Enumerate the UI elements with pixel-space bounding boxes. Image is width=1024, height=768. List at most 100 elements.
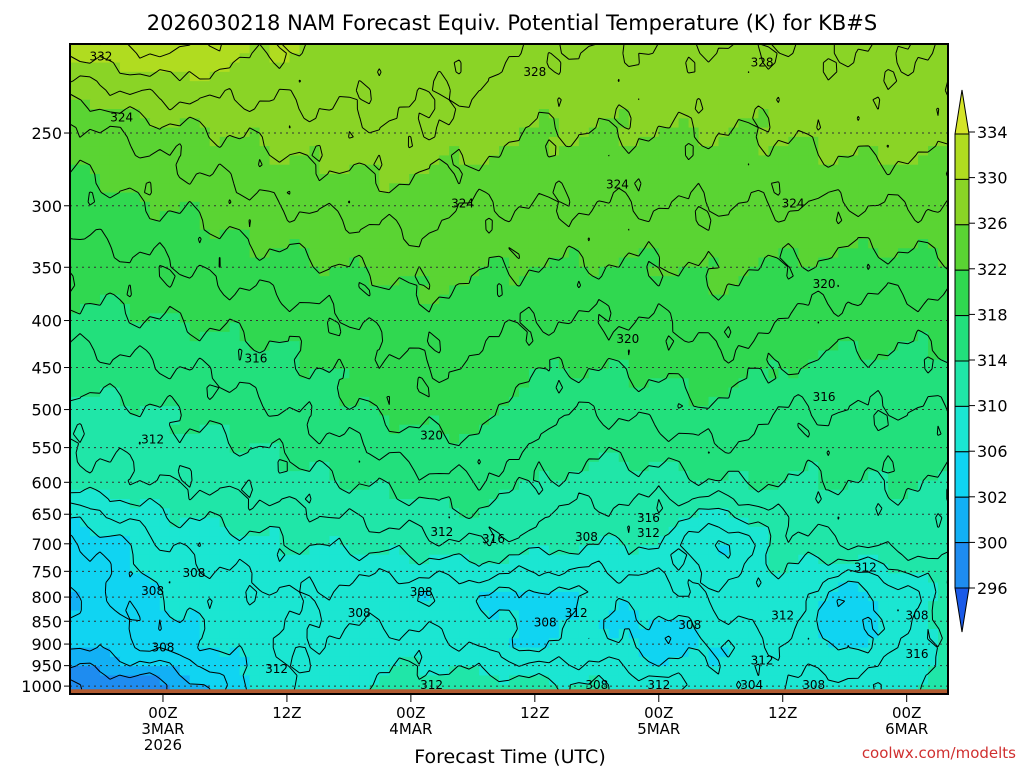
contour-fill-cell (908, 378, 919, 389)
contour-fill-cell (299, 406, 311, 417)
contour-fill-cell (658, 294, 670, 305)
contour-fill-cell (558, 211, 570, 222)
contour-fill-cell (399, 201, 410, 212)
contour-fill-cell (848, 294, 859, 305)
contour-fill-cell (339, 229, 350, 240)
contour-fill-cell (119, 44, 131, 54)
contour-fill-cell (918, 266, 929, 277)
contour-fill-cell (578, 99, 590, 110)
contour-fill-cell (538, 294, 550, 305)
contour-fill-cell (798, 322, 809, 333)
contour-fill-cell (518, 276, 530, 287)
contour-fill-cell (139, 434, 151, 444)
contour-fill-cell (778, 90, 789, 101)
contour-fill-cell (389, 369, 400, 379)
contour-fill-cell (588, 508, 600, 519)
contour-fill-cell (379, 118, 390, 129)
contour-fill-cell (778, 201, 789, 212)
contour-fill-cell (938, 359, 948, 370)
contour-fill-cell (718, 461, 730, 472)
contour-fill-cell (938, 331, 948, 342)
contour-fill-cell (209, 109, 221, 119)
contour-fill-cell (129, 554, 141, 565)
contour-fill-cell (878, 499, 889, 509)
contour-fill-cell (548, 359, 560, 370)
contour-fill-cell (928, 387, 939, 398)
contour-fill-cell (908, 136, 919, 147)
contour-fill-cell (339, 434, 350, 444)
contour-fill-cell (109, 415, 121, 426)
contour-fill-cell (229, 155, 241, 166)
contour-fill-cell (868, 406, 879, 417)
contour-fill-cell (908, 229, 919, 240)
contour-fill-cell (489, 499, 500, 509)
contour-fill-cell (249, 517, 261, 528)
contour-fill-cell (658, 229, 670, 240)
contour-fill-cell (698, 545, 710, 556)
contour-fill-cell (858, 350, 869, 361)
contour-fill-cell (748, 257, 760, 268)
contour-fill-cell (618, 90, 630, 101)
contour-fill-cell (928, 415, 939, 426)
contour-fill-cell (668, 136, 680, 147)
contour-fill-cell (179, 44, 191, 54)
contour-fill-cell (898, 239, 909, 249)
contour-fill-cell (628, 350, 640, 361)
contour-fill-cell (389, 545, 400, 556)
contour-fill-cell (159, 81, 171, 92)
contour-fill-cell (399, 322, 410, 333)
contour-fill-cell (518, 304, 530, 314)
contour-fill-cell (738, 294, 750, 305)
contour-fill-cell (279, 424, 291, 435)
contour-fill-cell (888, 396, 899, 407)
contour-fill-cell (898, 489, 909, 500)
contour-fill-cell (838, 415, 849, 426)
contour-fill-cell (778, 220, 789, 231)
contour-fill-cell (628, 155, 640, 166)
contour-fill-cell (908, 480, 919, 491)
contour-fill-cell (758, 331, 770, 342)
contour-fill-cell (608, 183, 620, 194)
contour-fill-cell (229, 517, 241, 528)
contour-fill-cell (309, 480, 321, 491)
contour-fill-cell (598, 211, 610, 222)
contour-fill-cell (638, 90, 650, 101)
contour-fill-cell (229, 545, 241, 556)
contour-fill-cell (678, 396, 690, 407)
contour-fill-cell (99, 313, 111, 324)
contour-fill-cell (459, 183, 470, 194)
contour-fill-cell (369, 517, 380, 528)
contour-fill-cell (718, 276, 730, 287)
contour-fill-cell (518, 239, 530, 249)
contour-fill-cell (578, 564, 590, 574)
contour-fill-cell (159, 146, 171, 157)
contour-fill-cell (409, 554, 420, 565)
contour-fill-cell (628, 109, 640, 119)
contour-fill-cell (359, 489, 370, 500)
contour-fill-cell (528, 81, 540, 92)
contour-fill-cell (538, 471, 550, 482)
contour-fill-cell (918, 304, 929, 314)
contour-fill-cell (509, 424, 520, 435)
contour-fill-cell (778, 164, 789, 175)
contour-fill-cell (908, 508, 919, 519)
contour-fill-cell (309, 443, 321, 454)
contour-fill-cell (119, 109, 131, 119)
contour-fill-cell (339, 164, 350, 175)
contour-fill-cell (918, 239, 929, 249)
contour-fill-cell (778, 322, 789, 333)
contour-fill-cell (389, 350, 400, 361)
contour-fill-cell (818, 526, 829, 537)
contour-fill-cell (538, 183, 550, 194)
contour-fill-cell (538, 350, 550, 361)
contour-fill-cell (379, 461, 390, 472)
contour-fill-cell (199, 434, 211, 444)
contour-fill-cell (249, 452, 261, 463)
contour-fill-cell (868, 285, 879, 296)
contour-fill-cell (469, 81, 480, 92)
contour-fill-cell (139, 526, 151, 537)
contour-fill-cell (758, 294, 770, 305)
contour-fill-cell (129, 350, 141, 361)
contour-fill-cell (409, 294, 420, 305)
contour-fill-cell (319, 313, 331, 324)
